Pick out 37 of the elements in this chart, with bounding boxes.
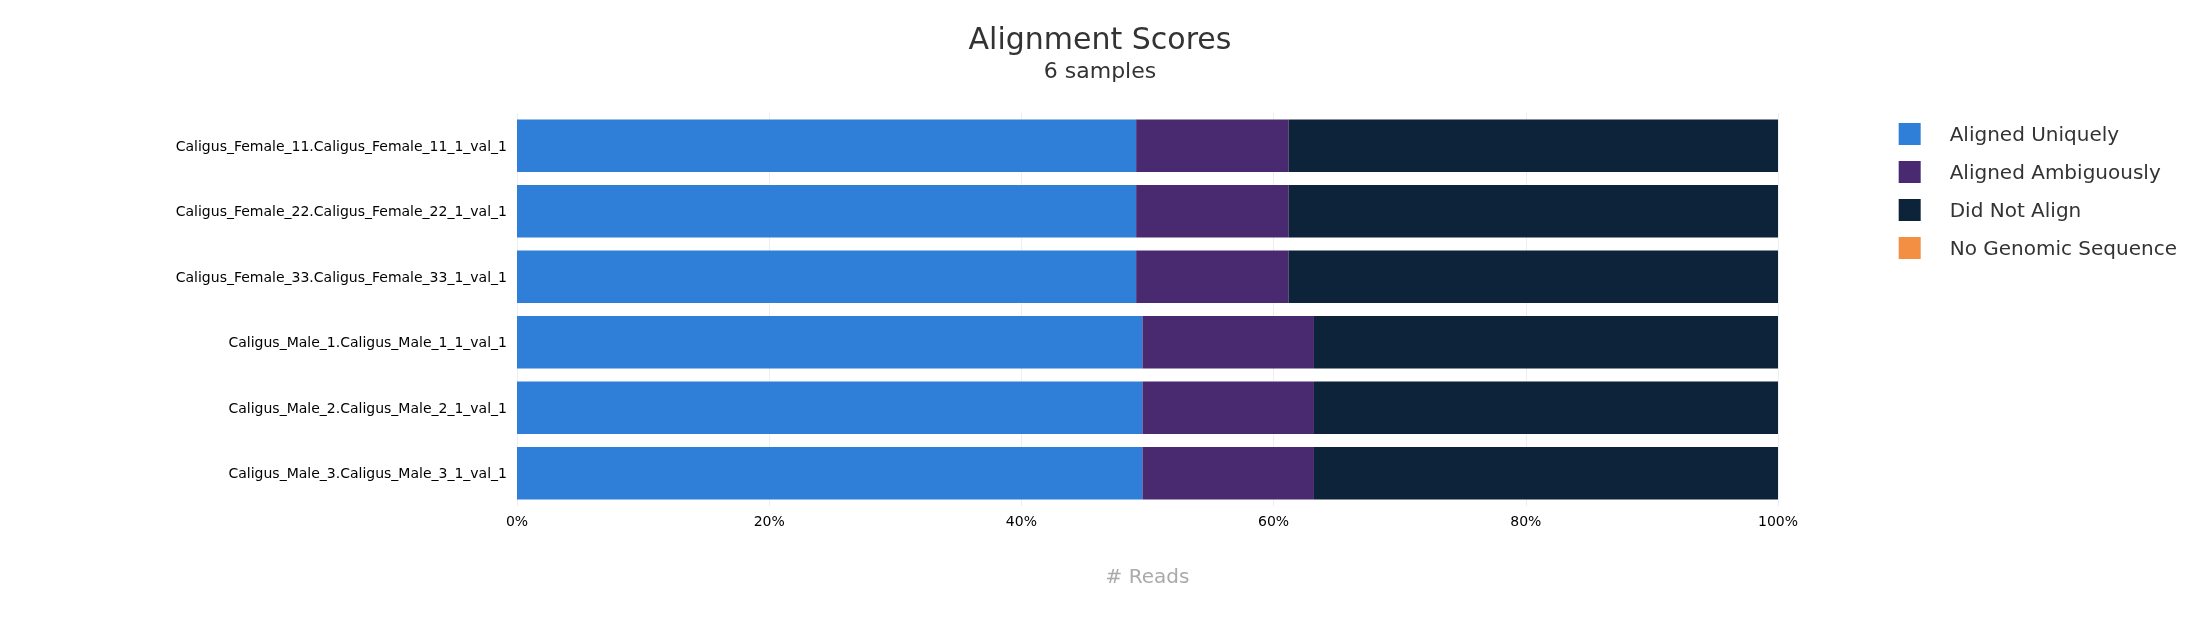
bar [1136, 250, 1289, 303]
legend-label: Did Not Align [1949, 198, 2082, 222]
bar [517, 250, 1137, 303]
x-tick-label: 40% [1005, 513, 1037, 529]
chart-title: Alignment Scores [968, 20, 1232, 56]
bar [1313, 447, 1778, 500]
bar [517, 119, 1137, 172]
bar [1313, 316, 1778, 369]
y-tick-label: Caligus_Male_1.Caligus_Male_1_1_val_1 [228, 334, 507, 351]
x-tick-label: 0% [505, 513, 529, 529]
x-tick-label: 20% [753, 513, 785, 529]
bar [1288, 119, 1778, 172]
bar [1142, 381, 1314, 434]
x-tick-label: 80% [1510, 513, 1542, 529]
bar [1136, 119, 1289, 172]
legend-label: No Genomic Sequence [1949, 236, 2178, 260]
chart-subtitle: 6 samples [1043, 57, 1157, 83]
bar [1142, 316, 1314, 369]
bar [1288, 250, 1778, 303]
y-tick-label: Caligus_Male_3.Caligus_Male_3_1_val_1 [228, 465, 507, 482]
bar [517, 316, 1143, 369]
bar [1313, 381, 1778, 434]
bar [517, 185, 1137, 238]
legend-label: Aligned Ambiguously [1949, 160, 2161, 184]
x-tick-label: 60% [1258, 513, 1290, 529]
bar [1142, 447, 1314, 500]
bar [517, 381, 1143, 434]
x-tick-label: 100% [1757, 513, 1799, 529]
y-tick-label: Caligus_Female_22.Caligus_Female_22_1_val_1 [175, 203, 507, 220]
bar [1136, 185, 1289, 238]
y-tick-label: Caligus_Female_11.Caligus_Female_11_1_val_1 [175, 137, 507, 154]
bar [517, 447, 1143, 500]
x-axis-title: # Reads [1105, 564, 1190, 588]
y-tick-label: Caligus_Male_2.Caligus_Male_2_1_val_1 [228, 399, 507, 416]
bar [1288, 185, 1778, 238]
legend-label: Aligned Uniquely [1949, 122, 2120, 146]
y-tick-label: Caligus_Female_33.Caligus_Female_33_1_val_1 [175, 268, 507, 285]
